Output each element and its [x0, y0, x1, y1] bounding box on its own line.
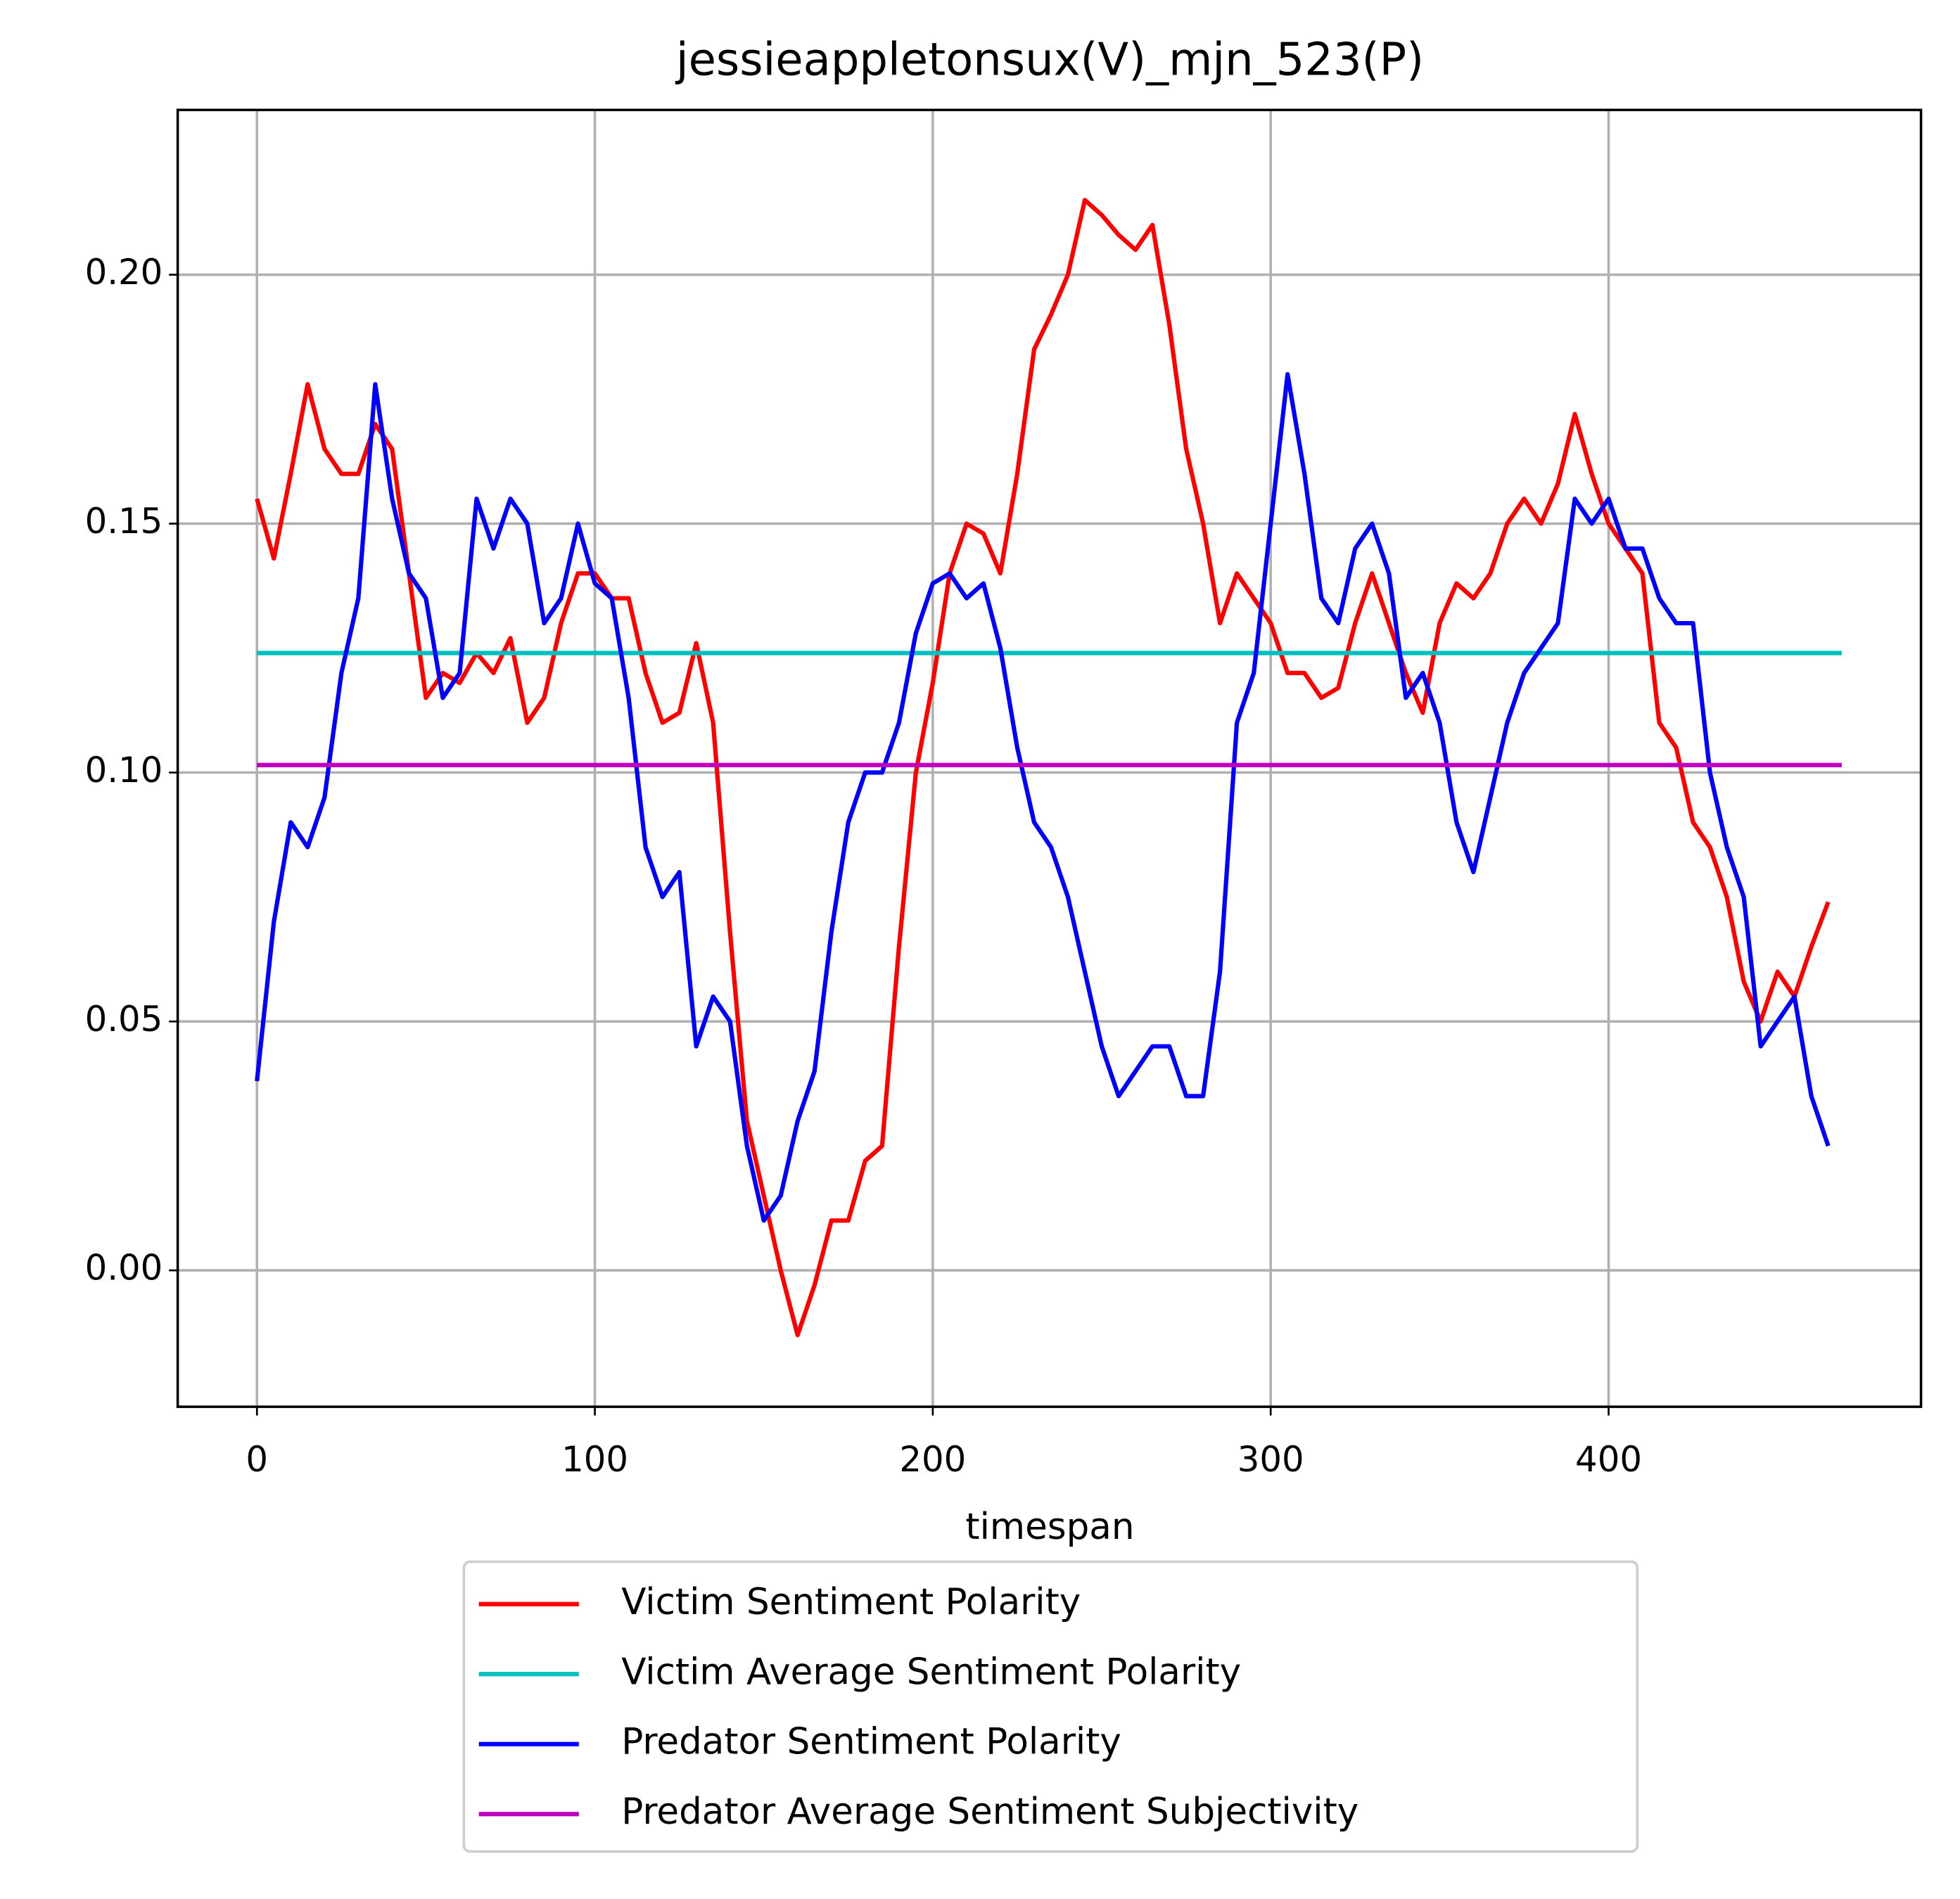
x-axis-label: timespan [965, 1506, 1134, 1548]
legend-label: Predator Average Sentiment Subjectivity [621, 1791, 1358, 1833]
plot-frame [176, 108, 1923, 1408]
y-tick-label: 0.15 [85, 501, 163, 542]
y-tick-label: 0.05 [85, 999, 163, 1040]
legend-label: Predator Sentiment Polarity [621, 1721, 1121, 1763]
x-tick-label: 300 [1237, 1439, 1304, 1480]
x-tick-label: 200 [899, 1439, 966, 1480]
y-tick-label: 0.10 [85, 750, 163, 791]
legend-box [462, 1560, 1639, 1853]
x-tick-label: 100 [561, 1439, 628, 1480]
legend-label: Victim Average Sentiment Polarity [621, 1651, 1241, 1693]
y-tick-label: 0.00 [85, 1248, 163, 1289]
x-tick-label: 0 [246, 1439, 268, 1480]
legend-label: Victim Sentiment Polarity [621, 1581, 1081, 1623]
chart-title: jessieappletonsux(V)_mjn_523(P) [675, 34, 1424, 86]
y-tick-label: 0.20 [85, 252, 163, 293]
series-line [255, 372, 1831, 1223]
x-tick-label: 400 [1575, 1439, 1642, 1480]
series-line [255, 198, 1831, 1338]
